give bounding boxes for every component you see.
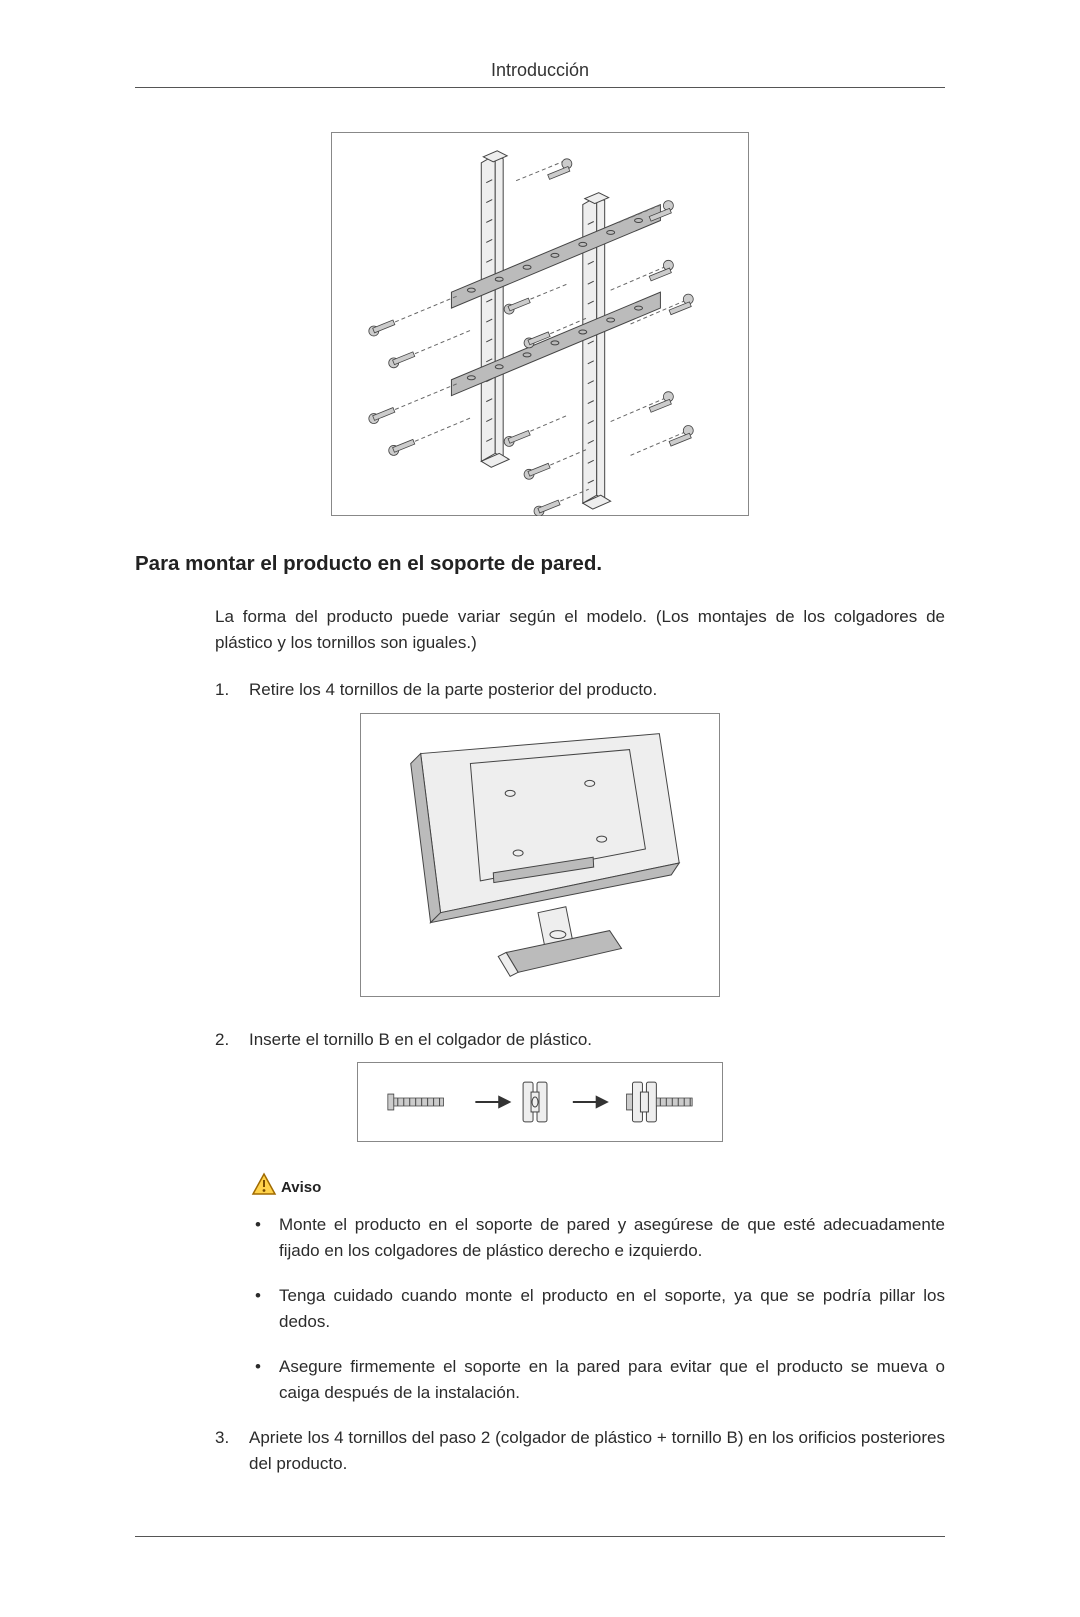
aviso-bullet-list: • Monte el producto en el soporte de par… (251, 1212, 945, 1405)
wall-mount-bracket-svg (332, 132, 748, 516)
aviso-bullet-1-text: Monte el producto en el soporte de pared… (279, 1212, 945, 1263)
warning-triangle-icon (251, 1172, 277, 1196)
bullet-marker: • (251, 1212, 279, 1263)
step-3: 3. Apriete los 4 tornillos del paso 2 (c… (215, 1425, 945, 1476)
product-back-svg (361, 713, 719, 997)
page-header-title: Introducción (135, 60, 945, 87)
step-list: 1. Retire los 4 tornillos de la parte po… (215, 677, 945, 703)
intro-paragraph: La forma del producto puede variar según… (215, 604, 945, 655)
aviso-label: Aviso (281, 1179, 321, 1196)
aviso-bullet-3: • Asegure firmemente el soporte en la pa… (251, 1354, 945, 1405)
step-2-text: Inserte el tornillo B en el colgador de … (249, 1027, 945, 1053)
header-rule (135, 87, 945, 88)
page: Introducción (0, 0, 1080, 1617)
section-heading: Para montar el producto en el soporte de… (135, 552, 945, 576)
aviso-heading: Aviso (251, 1172, 945, 1196)
step-1: 1. Retire los 4 tornillos de la parte po… (215, 677, 945, 703)
step-2: 2. Inserte el tornillo B en el colgador … (215, 1027, 945, 1053)
step-3-text: Apriete los 4 tornillos del paso 2 (colg… (249, 1425, 945, 1476)
step-1-number: 1. (215, 677, 249, 703)
step-3-number: 3. (215, 1425, 249, 1476)
footer-rule (135, 1536, 945, 1537)
bullet-marker: • (251, 1283, 279, 1334)
step-list-2: 2. Inserte el tornillo B en el colgador … (215, 1027, 945, 1053)
figure-product-back (360, 713, 720, 997)
bullet-marker: • (251, 1354, 279, 1405)
screw-hanger-svg (358, 1062, 722, 1142)
aviso-bullet-2: • Tenga cuidado cuando monte el producto… (251, 1283, 945, 1334)
aviso-bullet-1: • Monte el producto en el soporte de par… (251, 1212, 945, 1263)
step-2-number: 2. (215, 1027, 249, 1053)
figure-screw-hanger (357, 1062, 723, 1142)
aviso-bullet-3-text: Asegure firmemente el soporte en la pare… (279, 1354, 945, 1405)
figure-wall-mount-bracket (331, 132, 749, 516)
aviso-bullet-2-text: Tenga cuidado cuando monte el producto e… (279, 1283, 945, 1334)
step-1-text: Retire los 4 tornillos de la parte poste… (249, 677, 945, 703)
step-list-3: 3. Apriete los 4 tornillos del paso 2 (c… (215, 1425, 945, 1476)
